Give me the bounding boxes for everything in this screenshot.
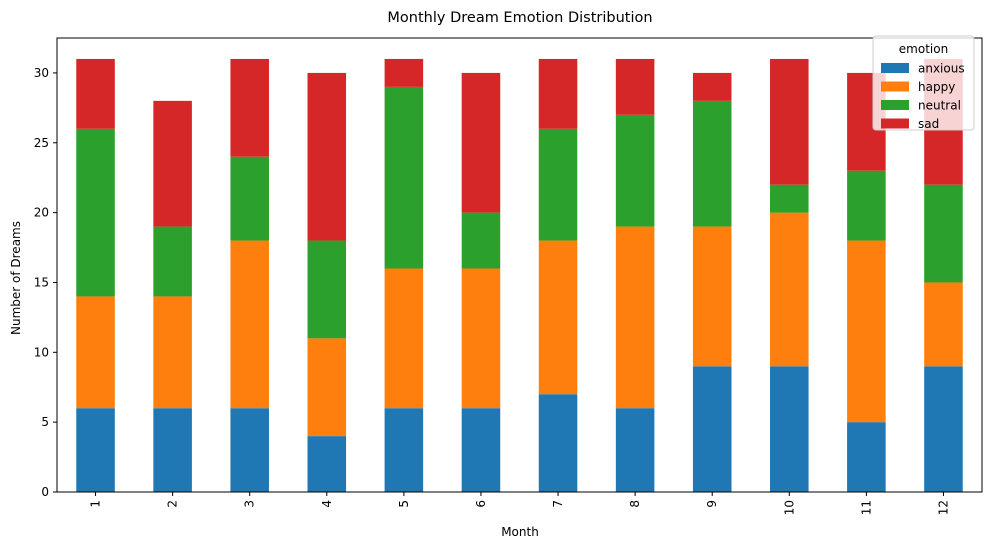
legend-label-anxious: anxious	[918, 62, 965, 76]
bar-anxious-month-2	[153, 408, 192, 492]
y-tick-label: 20	[34, 206, 49, 220]
legend-title: emotion	[899, 42, 948, 56]
legend-label-sad: sad	[918, 117, 939, 131]
legend-label-neutral: neutral	[918, 99, 961, 113]
bar-sad-month-4	[307, 72, 347, 241]
y-tick-label: 25	[34, 136, 49, 150]
bar-neutral-month-8	[615, 114, 655, 227]
y-axis-title: Number of Dreams	[9, 221, 23, 335]
y-tick-label: 10	[34, 345, 49, 359]
bar-neutral-month-9	[692, 100, 732, 227]
bars-layer	[76, 58, 963, 492]
bar-neutral-month-4	[307, 240, 347, 339]
bar-sad-month-1	[76, 58, 115, 129]
bar-neutral-month-6	[461, 212, 501, 269]
bar-neutral-month-10	[770, 184, 809, 213]
bar-neutral-month-1	[76, 128, 115, 297]
bar-anxious-month-11	[847, 422, 886, 492]
legend-swatch-sad	[881, 118, 909, 129]
y-tick-label: 30	[34, 66, 49, 80]
x-tick-label: 10	[782, 500, 796, 515]
bar-sad-month-9	[692, 72, 732, 101]
bar-happy-month-7	[538, 240, 578, 395]
bar-sad-month-6	[461, 72, 501, 213]
bar-anxious-month-8	[615, 408, 655, 492]
legend-label-happy: happy	[918, 80, 955, 94]
bar-anxious-month-3	[230, 408, 269, 492]
bar-anxious-month-5	[384, 408, 424, 492]
chart-title: Monthly Dream Emotion Distribution	[387, 10, 652, 26]
bar-happy-month-12	[924, 282, 963, 367]
bar-happy-month-9	[692, 226, 732, 367]
x-tick-label: 5	[397, 500, 411, 508]
x-tick-label: 3	[243, 500, 257, 508]
x-axis-title: Month	[501, 525, 539, 539]
x-tick-label: 4	[320, 500, 334, 508]
bar-happy-month-6	[461, 268, 501, 409]
bar-happy-month-11	[847, 240, 886, 423]
bar-neutral-month-11	[847, 170, 886, 241]
bar-anxious-month-1	[76, 408, 115, 492]
bar-neutral-month-7	[538, 128, 578, 241]
x-tick-label: 9	[705, 500, 719, 508]
bar-neutral-month-3	[230, 156, 269, 241]
x-tick-label: 7	[551, 500, 565, 508]
bar-sad-month-10	[770, 58, 809, 185]
x-tick-label: 11	[859, 500, 873, 515]
x-tick-label: 2	[166, 500, 180, 508]
legend-swatch-neutral	[881, 100, 909, 110]
bar-happy-month-8	[615, 226, 655, 409]
bar-anxious-month-6	[461, 408, 501, 492]
x-tick-label: 12	[936, 500, 950, 515]
y-tick-label: 0	[41, 485, 49, 499]
bar-anxious-month-4	[307, 436, 347, 492]
legend: emotion anxious happy neutral sad	[872, 35, 975, 131]
bar-happy-month-3	[230, 240, 269, 409]
bar-sad-month-2	[153, 100, 192, 227]
bar-sad-month-3	[230, 58, 269, 157]
bar-neutral-month-5	[384, 86, 424, 269]
y-tick-label: 5	[41, 415, 49, 429]
bar-happy-month-10	[770, 212, 809, 367]
bar-happy-month-5	[384, 268, 424, 409]
legend-swatch-happy	[881, 81, 909, 92]
bar-sad-month-7	[538, 58, 578, 129]
bar-sad-month-5	[384, 58, 424, 87]
bar-anxious-month-7	[538, 394, 578, 492]
y-tick-label: 15	[34, 275, 49, 289]
bar-neutral-month-2	[153, 226, 192, 297]
bar-anxious-month-9	[692, 366, 732, 492]
bar-neutral-month-12	[924, 184, 963, 283]
bar-anxious-month-10	[770, 366, 809, 492]
bar-happy-month-4	[307, 338, 347, 437]
bar-happy-month-1	[76, 296, 115, 409]
bar-happy-month-2	[153, 296, 192, 409]
bar-anxious-month-12	[924, 366, 963, 492]
x-tick-label: 8	[628, 500, 642, 508]
legend-swatch-anxious	[881, 63, 909, 73]
x-tick-label: 1	[89, 500, 103, 508]
bar-sad-month-8	[615, 58, 655, 115]
plot-frame	[56, 37, 983, 493]
x-tick-label: 6	[474, 500, 488, 508]
